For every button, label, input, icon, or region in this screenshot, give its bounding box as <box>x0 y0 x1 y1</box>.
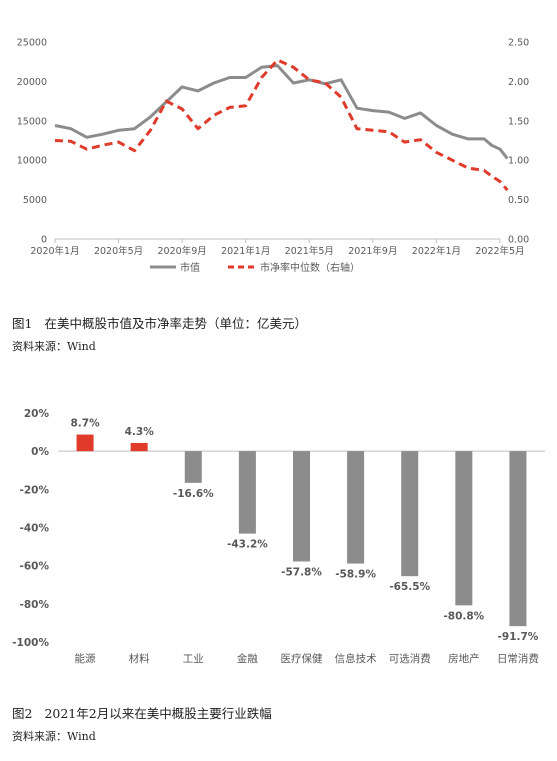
chart2-y-tick-label: 20% <box>24 408 50 420</box>
chart1-right-tick-label: 2.50 <box>508 38 529 49</box>
market-value-line <box>54 64 509 160</box>
legend-label-market-value: 市值 <box>180 261 200 274</box>
chart1-series <box>54 58 509 192</box>
chart1-right-tick-label: 2.00 <box>508 77 529 88</box>
chart2-y-tick-label: -20% <box>20 484 50 496</box>
chart1-x-tick-label: 2020年1月 <box>30 245 79 257</box>
bar-category-label: 工业 <box>183 653 204 665</box>
chart1-right-tick-label: 0.00 <box>508 235 529 246</box>
chart1-legend: 市值 市净率中位数（右轴） <box>150 261 360 274</box>
figure1-caption-number: 图1 <box>12 316 33 331</box>
chart1-left-axis-ticks: 0 5000 10000 15000 20000 25000 <box>17 38 47 246</box>
chart1-left-tick-label: 20000 <box>17 77 47 88</box>
chart1-x-tick-label: 2021年1月 <box>221 245 270 257</box>
figure2-caption-text: 2021年2月以来在美中概股主要行业跌幅 <box>44 706 272 721</box>
chart1-x-tick-label: 2022年5月 <box>475 245 524 257</box>
chart1-left-tick-label: 5000 <box>23 195 47 206</box>
bar-5 <box>347 451 365 564</box>
bar-4 <box>293 451 310 562</box>
industry-decline-chart: 20% 0% -20% -40% -60% -80% -100% 8.7% 4.3% -16.6… <box>12 408 545 665</box>
figure1-caption: 图1 在美中概股市值及市净率走势（单位：亿美元） <box>12 313 307 332</box>
bar-2 <box>184 451 202 483</box>
legend-label-pb-median: 市净率中位数（右轴） <box>260 261 360 274</box>
bar-category-label: 金融 <box>237 652 258 665</box>
chart2-value-labels: 8.7% 4.3% -16.6% -43.2% -57.8% -58.9% -65.5% -8… <box>70 418 538 644</box>
bar-value-label: -80.8% <box>443 610 484 622</box>
chart2-y-tick-label: 0% <box>31 446 49 458</box>
bar-category-label: 可选消费 <box>389 652 431 665</box>
chart2-category-labels: 能源 材料 工业 金融 医疗保健 信息技术 可选消费 房地产 日常消费 <box>75 652 539 665</box>
bar-category-label: 房地产 <box>448 652 480 665</box>
bar-category-label: 日常消费 <box>497 652 539 665</box>
chart2-y-axis-ticks: 20% 0% -20% -40% -60% -80% -100% <box>12 408 545 649</box>
market-value-pb-chart: 0 5000 10000 15000 20000 25000 0.00 0.50 1.00 1.… <box>17 38 529 275</box>
bar-category-label: 材料 <box>129 652 150 665</box>
chart1-left-tick-label: 25000 <box>17 38 47 49</box>
chart2-y-tick-label: -100% <box>12 637 49 649</box>
bar-1 <box>130 442 148 452</box>
chart1-x-tick-label: 2022年1月 <box>412 245 461 257</box>
chart1-x-tick-label: 2020年5月 <box>94 245 143 257</box>
chart1-x-tick-label: 2021年9月 <box>348 245 397 257</box>
chart2-y-tick-label: -60% <box>20 561 50 573</box>
figure1-caption-text: 在美中概股市值及市净率走势（单位：亿美元） <box>44 316 307 331</box>
bar-value-label: -91.7% <box>498 631 539 643</box>
chart1-right-axis-ticks: 0.00 0.50 1.00 1.50 2.00 2.50 <box>508 38 529 246</box>
bar-value-label: 8.7% <box>70 418 100 430</box>
chart1-right-tick-label: 0.50 <box>508 195 529 206</box>
bar-7 <box>455 451 473 606</box>
bar-value-label: -57.8% <box>281 566 322 578</box>
chart1-left-tick-label: 15000 <box>17 116 47 127</box>
chart2-y-tick-label: -40% <box>20 523 50 535</box>
chart1-x-tick-label: 2020年9月 <box>158 245 207 257</box>
bar-category-label: 信息技术 <box>335 652 377 665</box>
bar-6 <box>401 451 419 577</box>
bar-value-label: -58.9% <box>335 569 376 581</box>
figure2-caption: 图2 2021年2月以来在美中概股主要行业跌幅 <box>12 703 272 722</box>
chart1-x-axis-ticks: 2020年1月 2020年5月 2020年9月 2021年1月 2021年5月 2021年… <box>30 239 525 257</box>
bar-category-label: 能源 <box>75 652 96 665</box>
bar-0 <box>76 434 94 452</box>
figure2-caption-number: 图2 <box>12 706 33 721</box>
figure2-source: 资料来源：Wind <box>12 730 96 743</box>
bar-3 <box>238 451 256 534</box>
chart1-right-tick-label: 1.00 <box>508 156 529 167</box>
bar-value-label: 4.3% <box>125 426 155 438</box>
chart1-left-tick-label: 0 <box>41 235 47 246</box>
chart2-y-tick-label: -80% <box>20 599 50 611</box>
bar-value-label: -43.2% <box>227 539 268 551</box>
bar-value-label: -16.6% <box>173 488 214 500</box>
bar-8 <box>509 451 527 627</box>
chart1-left-tick-label: 10000 <box>17 156 47 167</box>
chart1-x-tick-label: 2021年5月 <box>285 245 334 257</box>
chart2-bars <box>76 434 527 627</box>
chart1-gridlines <box>55 238 500 240</box>
chart1-right-tick-label: 1.50 <box>508 116 529 127</box>
figure1-source: 资料来源：Wind <box>12 340 96 353</box>
pb-median-line <box>54 58 509 192</box>
bar-category-label: 医疗保健 <box>281 652 323 665</box>
bar-value-label: -65.5% <box>389 581 430 593</box>
